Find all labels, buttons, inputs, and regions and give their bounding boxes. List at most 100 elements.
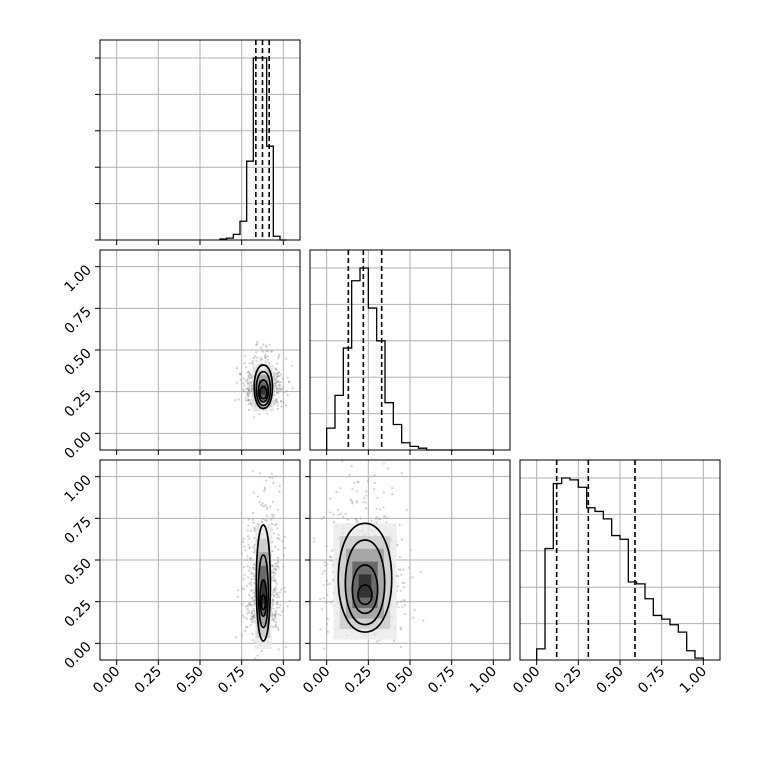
- scatter-point: [252, 592, 255, 595]
- scatter-point: [246, 381, 249, 385]
- scatter-point: [288, 381, 291, 384]
- scatter-point: [271, 477, 274, 480]
- scatter-point: [274, 586, 278, 589]
- scatter-point: [321, 572, 324, 575]
- scatter-point: [275, 381, 278, 384]
- scatter-point: [280, 588, 283, 591]
- scatter-point: [271, 603, 275, 606]
- contour-line: [253, 364, 274, 410]
- scatter-point: [246, 607, 249, 610]
- scatter-point: [233, 399, 236, 402]
- scatter-point: [275, 368, 278, 372]
- histogram-step: [536, 477, 704, 660]
- scatter-point: [250, 557, 253, 560]
- scatter-point: [400, 600, 403, 603]
- scatter-point: [283, 547, 287, 550]
- scatter-point: [274, 402, 277, 405]
- scatter-point: [270, 350, 273, 353]
- scatter-point: [370, 519, 373, 523]
- scatter-point: [399, 626, 402, 629]
- scatter-point: [235, 366, 239, 370]
- scatter-point: [255, 343, 258, 346]
- scatter-point: [333, 521, 336, 524]
- scatter-point: [271, 500, 274, 503]
- x-tick-label: 0.25: [552, 664, 585, 697]
- scatter-point: [248, 557, 251, 560]
- scatter-point: [244, 379, 248, 383]
- scatter-point: [247, 375, 250, 378]
- scatter-point: [280, 400, 283, 403]
- scatter-point: [280, 387, 283, 391]
- scatter-point: [329, 555, 332, 558]
- scatter-point: [250, 604, 253, 607]
- scatter-point: [403, 581, 406, 584]
- scatter-point: [242, 388, 245, 391]
- scatter-point: [382, 491, 385, 494]
- scatter-point: [246, 371, 249, 374]
- scatter-point: [342, 515, 345, 518]
- scatter-point: [287, 380, 290, 383]
- scatter-point: [250, 578, 253, 581]
- density-layer: [233, 340, 294, 419]
- scatter-point: [246, 392, 249, 395]
- histogram-panel-2: 0.00 0.25 0.50 0.75 1.00: [510, 459, 721, 697]
- scatter-point: [279, 388, 282, 392]
- scatter-point: [264, 356, 267, 360]
- scatter-point: [249, 373, 252, 376]
- scatter-point: [266, 350, 270, 353]
- scatter-point: [278, 383, 281, 386]
- scatter-point: [377, 518, 380, 521]
- scatter-point: [274, 562, 277, 565]
- scatter-point: [282, 401, 285, 405]
- scatter-point: [274, 616, 277, 619]
- scatter-point: [255, 360, 258, 363]
- scatter-point: [245, 584, 248, 588]
- scatter-point: [250, 611, 253, 614]
- scatter-point: [262, 350, 265, 353]
- scatter-point: [249, 381, 252, 384]
- scatter-point: [401, 605, 404, 608]
- contour-line: [255, 524, 272, 642]
- scatter-point: [246, 564, 249, 567]
- scatter-point: [242, 537, 245, 540]
- scatter-point: [277, 389, 280, 392]
- scatter-point: [268, 476, 271, 479]
- scatter-point: [274, 624, 277, 627]
- scatter-point: [243, 616, 246, 619]
- scatter-point: [274, 580, 277, 583]
- scatter-point: [325, 579, 329, 582]
- scatter-point: [275, 375, 278, 378]
- scatter-point: [312, 540, 315, 543]
- scatter-point: [277, 566, 280, 569]
- scatter-point: [278, 596, 281, 599]
- x-tick-label: 1.00: [467, 664, 500, 697]
- density-panel-1: 0.00 0.25 0.50 0.75 1.000.000.250.500.751.00: [61, 459, 301, 697]
- scatter-point: [271, 617, 275, 621]
- scatter-point: [326, 630, 330, 634]
- scatter-point: [264, 356, 267, 359]
- scatter-point: [245, 399, 248, 402]
- scatter-point: [245, 387, 249, 390]
- y-tick-label: 0.75: [61, 514, 94, 547]
- scatter-point: [275, 606, 279, 609]
- scatter-point: [247, 569, 251, 572]
- density-panel-0: 0.00 0.25 0.50 0.75 1.00: [61, 249, 301, 462]
- scatter-point: [279, 387, 282, 390]
- scatter-point: [249, 618, 253, 621]
- contour-line: [351, 564, 379, 615]
- scatter-point: [325, 563, 328, 566]
- contour-line: [259, 579, 268, 618]
- scatter-point: [271, 549, 274, 553]
- histogram-panel-0: [95, 39, 301, 245]
- scatter-point: [252, 613, 255, 616]
- scatter-point: [252, 616, 255, 619]
- scatter-point: [396, 574, 400, 578]
- scatter-point: [274, 615, 277, 618]
- scatter-point: [252, 491, 255, 494]
- scatter-point: [265, 506, 268, 509]
- scatter-point: [275, 522, 278, 525]
- scatter-point: [252, 603, 256, 606]
- scatter-point: [264, 360, 267, 363]
- scatter-point: [337, 508, 340, 511]
- scatter-point: [356, 457, 358, 459]
